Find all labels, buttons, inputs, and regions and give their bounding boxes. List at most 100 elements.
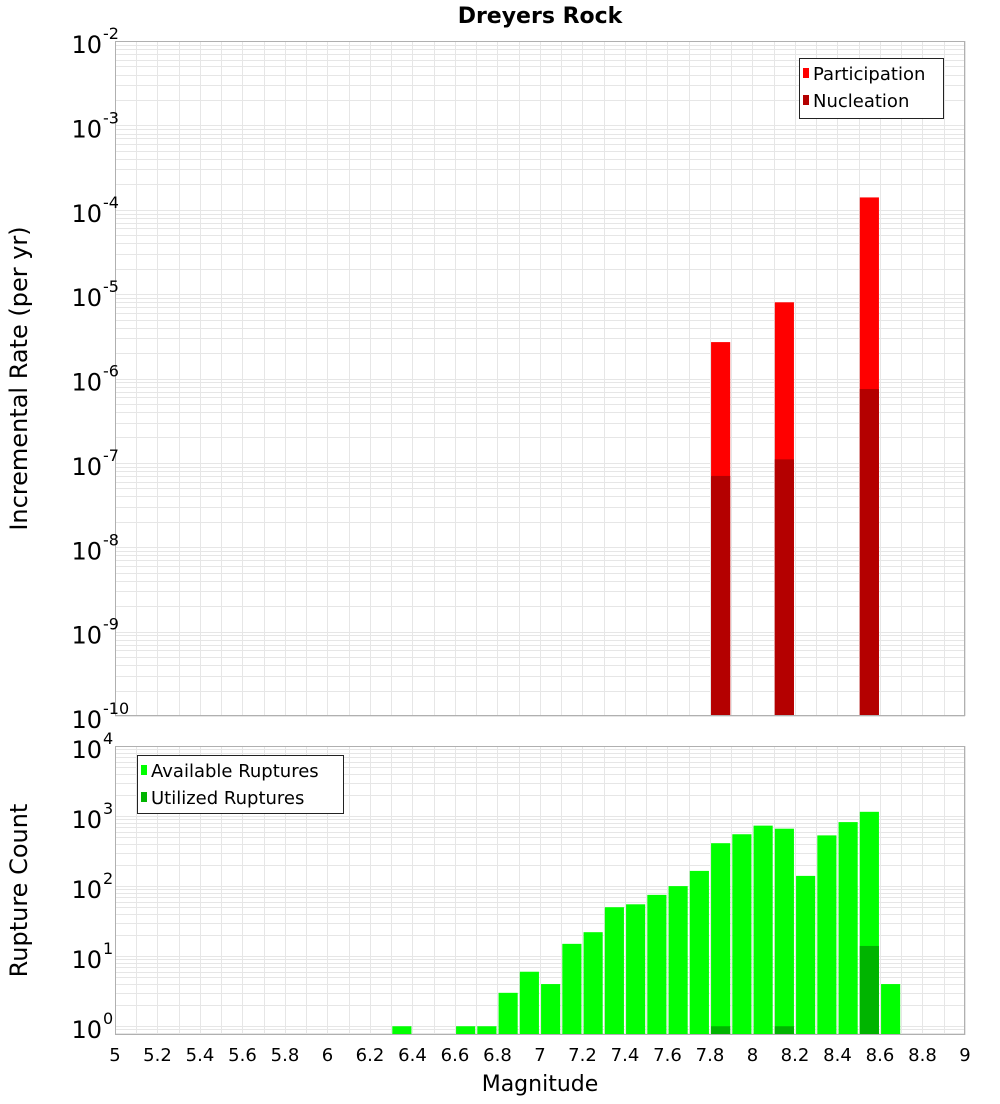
y-tick-label: 10 [71,369,102,397]
series-2 [711,389,879,716]
y-tick-exponent: 3 [103,799,113,818]
bar [456,1026,476,1035]
x-tick-label: 6.8 [483,1045,512,1066]
legend-box [137,755,344,814]
chart-title: Dreyers Rock [458,4,624,29]
series-1 [392,811,901,1035]
x-tick-label: 7.6 [653,1045,682,1066]
bar [392,1026,412,1035]
bar [541,984,561,1035]
bar [859,945,879,1035]
y-tick-label: 10 [71,115,102,143]
x-tick-label: 5.2 [143,1045,172,1066]
bar [774,459,794,716]
bar [604,907,624,1035]
bar [477,1026,497,1035]
x-tick-label: 5 [109,1045,120,1066]
y-tick-label: 10 [71,537,102,565]
y-tick-label: 10 [71,706,102,734]
legend-label: Available Ruptures [151,761,319,782]
legend-box [799,58,944,119]
legend-swatch [803,68,809,78]
legend: Participation Nucleation [799,58,944,119]
bar [774,1026,794,1035]
x-tick-label: 6 [322,1045,333,1066]
bar [859,389,879,716]
y-tick-exponent: -3 [103,108,119,127]
legend-label: Nucleation [813,91,909,112]
bar [562,943,582,1035]
y-tick-exponent: -9 [103,615,119,634]
x-tick-label: 8.4 [823,1045,852,1066]
x-tick-label: 6.2 [356,1045,385,1066]
bar [774,828,794,1035]
x-tick-label: 7.8 [696,1045,725,1066]
plot-frame [115,41,965,716]
x-tick-label: 5.8 [271,1045,300,1066]
x-tick-label: 8.8 [908,1045,937,1066]
y-tick-label: 10 [71,806,102,834]
y-tick-exponent: 0 [103,1009,113,1028]
bar [838,822,858,1035]
legend-swatch [803,95,809,105]
x-tick-label: 5.6 [228,1045,257,1066]
y-tick-label: 10 [71,946,102,974]
bar [689,870,709,1035]
y-tick-label: 10 [71,200,102,228]
y-tick-label: 10 [71,31,102,59]
y-tick-exponent: -2 [103,24,119,43]
bar [753,825,773,1035]
y-tick-exponent: -7 [103,446,119,465]
bar [711,843,731,1035]
bar [711,1026,731,1035]
y-tick-label: 10 [71,622,102,650]
y-tick-label: 10 [71,876,102,904]
x-tick-label: 7 [534,1045,545,1066]
y-tick-label: 10 [71,736,102,764]
legend-label: Participation [813,64,925,85]
plot-frame [115,746,965,1035]
legend-swatch [141,765,147,775]
y-tick-label: 10 [71,1016,102,1044]
y-tick-exponent: -6 [103,362,119,381]
y-tick-exponent: -8 [103,530,119,549]
x-tick-label: 7.2 [568,1045,597,1066]
legend: Available Ruptures Utilized Ruptures [137,755,344,814]
x-tick-label: 9 [959,1045,970,1066]
legend-label: Utilized Ruptures [151,788,304,809]
y-tick-label: 10 [71,284,102,312]
bar [711,475,731,716]
y-tick-exponent: -10 [103,699,129,718]
y-tick-label: 10 [71,453,102,481]
bar [732,834,752,1035]
y-axis-label: Rupture Count [5,804,33,978]
y-tick-exponent: 1 [103,939,113,958]
legend-swatch [141,792,147,802]
grid-lines [115,41,966,717]
bar [817,835,837,1035]
x-tick-label: 8.2 [781,1045,810,1066]
y-tick-exponent: 4 [103,729,113,748]
bar [583,932,603,1035]
x-tick-label: 6.4 [398,1045,427,1066]
y-axis-label: Incremental Rate (per yr) [5,226,33,530]
bar [519,971,539,1035]
y-tick-exponent: 2 [103,869,113,888]
y-tick-exponent: -5 [103,277,119,296]
x-tick-label: 8.6 [866,1045,895,1066]
bar [498,992,518,1035]
x-tick-label: 5.4 [186,1045,215,1066]
bar [626,904,646,1035]
bar [881,984,901,1035]
y-tick-exponent: -4 [103,193,119,212]
bar [647,894,667,1035]
x-tick-label: 7.4 [611,1045,640,1066]
series-2 [711,945,879,1035]
bar [796,875,816,1035]
x-tick-label: 6.6 [441,1045,470,1066]
x-axis-label: Magnitude [482,1072,599,1097]
